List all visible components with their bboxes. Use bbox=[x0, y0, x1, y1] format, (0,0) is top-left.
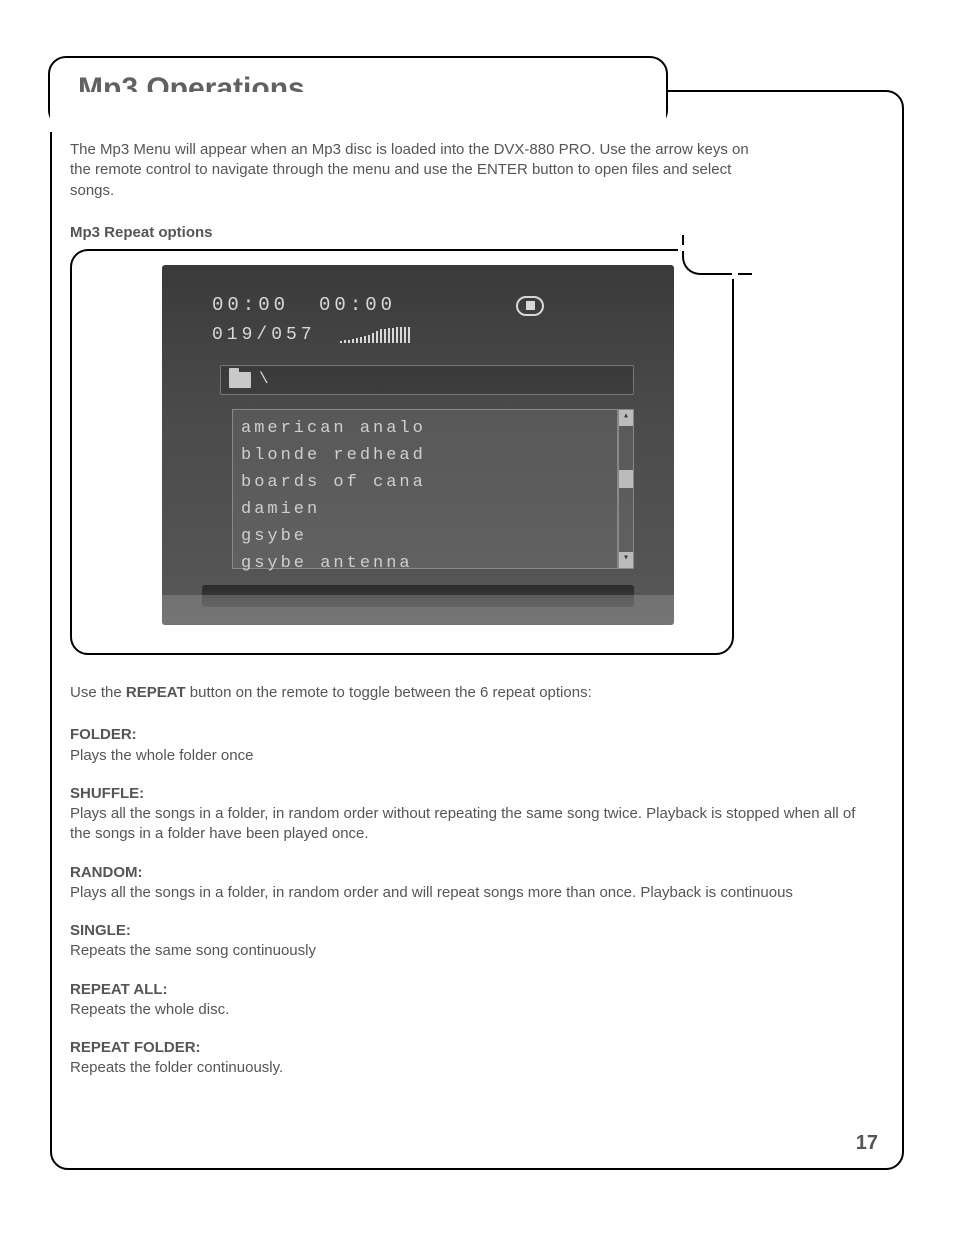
repeat-intro-pre: Use the bbox=[70, 684, 126, 701]
intro-text: The Mp3 Menu will appear when an Mp3 dis… bbox=[70, 140, 770, 201]
option-label: SINGLE: bbox=[70, 921, 860, 941]
page-number: 17 bbox=[856, 1132, 878, 1155]
title-tab-mask bbox=[50, 92, 666, 132]
list-item: gsybe bbox=[241, 524, 609, 551]
list-item: gsybe antenna bbox=[241, 551, 609, 578]
option-single: SINGLE: Repeats the same song continuous… bbox=[70, 921, 860, 962]
time-total: 00:00 bbox=[319, 293, 396, 319]
scroll-thumb bbox=[619, 470, 633, 488]
list-item: american analo bbox=[241, 416, 609, 443]
track-counter-row: 019/057 bbox=[212, 323, 634, 347]
option-label: REPEAT ALL: bbox=[70, 980, 860, 1000]
screen-footer bbox=[162, 595, 674, 625]
path-text: \ bbox=[259, 369, 269, 391]
screenshot-frame: 00:00 00:00 019/057 bbox=[70, 249, 734, 655]
option-label: REPEAT FOLDER: bbox=[70, 1038, 860, 1058]
option-desc: Repeats the folder continuously. bbox=[70, 1058, 860, 1078]
player-screen: 00:00 00:00 019/057 bbox=[162, 265, 674, 625]
scroll-track bbox=[619, 426, 633, 552]
repeat-intro: Use the REPEAT button on the remote to t… bbox=[70, 683, 884, 703]
option-random: RANDOM: Plays all the songs in a folder,… bbox=[70, 863, 860, 904]
option-desc: Plays the whole folder once bbox=[70, 746, 860, 766]
list-item: blonde redhead bbox=[241, 443, 609, 470]
option-label: FOLDER: bbox=[70, 725, 860, 745]
option-shuffle: SHUFFLE: Plays all the songs in a folder… bbox=[70, 784, 860, 845]
screenshot-container: 00:00 00:00 019/057 bbox=[70, 249, 734, 655]
time-display: 00:00 00:00 bbox=[212, 293, 634, 319]
track-counter: 019/057 bbox=[212, 323, 316, 347]
stop-icon bbox=[516, 296, 544, 316]
option-desc: Plays all the songs in a folder, in rand… bbox=[70, 883, 860, 903]
scroll-up-icon: ▴ bbox=[619, 410, 633, 426]
option-desc: Repeats the same song continuously bbox=[70, 941, 860, 961]
option-label: SHUFFLE: bbox=[70, 784, 860, 804]
mp3-repeat-heading: Mp3 Repeat options bbox=[70, 223, 884, 243]
repeat-intro-post: button on the remote to toggle between t… bbox=[186, 684, 592, 701]
list-item: boards of cana bbox=[241, 470, 609, 497]
frame-notch bbox=[682, 235, 752, 275]
scrollbar: ▴ ▾ bbox=[618, 409, 634, 569]
option-label: RANDOM: bbox=[70, 863, 860, 883]
file-list-area: american analo blonde redhead boards of … bbox=[232, 409, 634, 569]
time-elapsed: 00:00 bbox=[212, 293, 289, 319]
repeat-intro-bold: REPEAT bbox=[126, 684, 186, 701]
option-desc: Plays all the songs in a folder, in rand… bbox=[70, 804, 860, 845]
option-repeat-folder: REPEAT FOLDER: Repeats the folder contin… bbox=[70, 1038, 860, 1079]
level-bars-icon bbox=[340, 327, 410, 343]
path-row: \ bbox=[220, 365, 634, 395]
scroll-down-icon: ▾ bbox=[619, 552, 633, 568]
list-item: damien bbox=[241, 497, 609, 524]
content-area: The Mp3 Menu will appear when an Mp3 dis… bbox=[70, 140, 884, 1097]
option-repeat-all: REPEAT ALL: Repeats the whole disc. bbox=[70, 980, 860, 1021]
folder-icon bbox=[229, 372, 251, 388]
option-folder: FOLDER: Plays the whole folder once bbox=[70, 725, 860, 766]
option-desc: Repeats the whole disc. bbox=[70, 1000, 860, 1020]
file-list: american analo blonde redhead boards of … bbox=[232, 409, 618, 569]
